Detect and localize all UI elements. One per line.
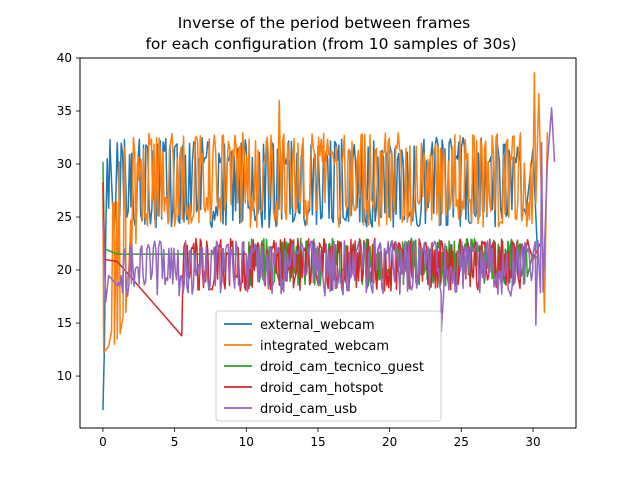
chart-title-line1: Inverse of the period between frames bbox=[178, 14, 471, 32]
y-tick-label: 10 bbox=[57, 369, 72, 383]
y-tick-label: 25 bbox=[57, 210, 72, 224]
legend-label: external_webcam bbox=[260, 318, 375, 333]
x-tick-label: 15 bbox=[310, 435, 325, 449]
series-layer bbox=[102, 72, 556, 410]
axes-layer: 0 5 10 15 20 25 30 10 15 20 25 30 35 40 bbox=[57, 51, 541, 449]
chart-title-line2: for each configuration (from 10 samples … bbox=[145, 35, 516, 53]
x-tick-label: 0 bbox=[99, 435, 107, 449]
y-tick-label: 40 bbox=[57, 51, 72, 65]
legend: external_webcam integrated_webcam droid_ca… bbox=[215, 310, 442, 422]
x-tick-label: 20 bbox=[382, 435, 397, 449]
plot-area-frame bbox=[79, 57, 577, 429]
y-tick-label: 30 bbox=[57, 157, 72, 171]
y-tick-label: 15 bbox=[57, 316, 72, 330]
legend-label: integrated_webcam bbox=[260, 339, 389, 354]
legend-label: droid_cam_hotspot bbox=[260, 381, 383, 396]
x-tick-label: 30 bbox=[525, 435, 540, 449]
x-tick-label: 10 bbox=[239, 435, 254, 449]
series-line-droid_cam_hotspot bbox=[102, 182, 541, 337]
x-tick-label: 25 bbox=[454, 435, 469, 449]
legend-box bbox=[215, 310, 442, 422]
y-tick-label: 20 bbox=[57, 263, 72, 277]
x-tick-label: 5 bbox=[171, 435, 179, 449]
legend-label: droid_cam_tecnico_guest bbox=[260, 360, 424, 375]
series-line-integrated_webcam bbox=[102, 72, 549, 354]
y-tick-label: 35 bbox=[57, 104, 72, 118]
series-line-droid_cam_usb bbox=[102, 107, 556, 333]
legend-label: droid_cam_usb bbox=[260, 402, 357, 417]
